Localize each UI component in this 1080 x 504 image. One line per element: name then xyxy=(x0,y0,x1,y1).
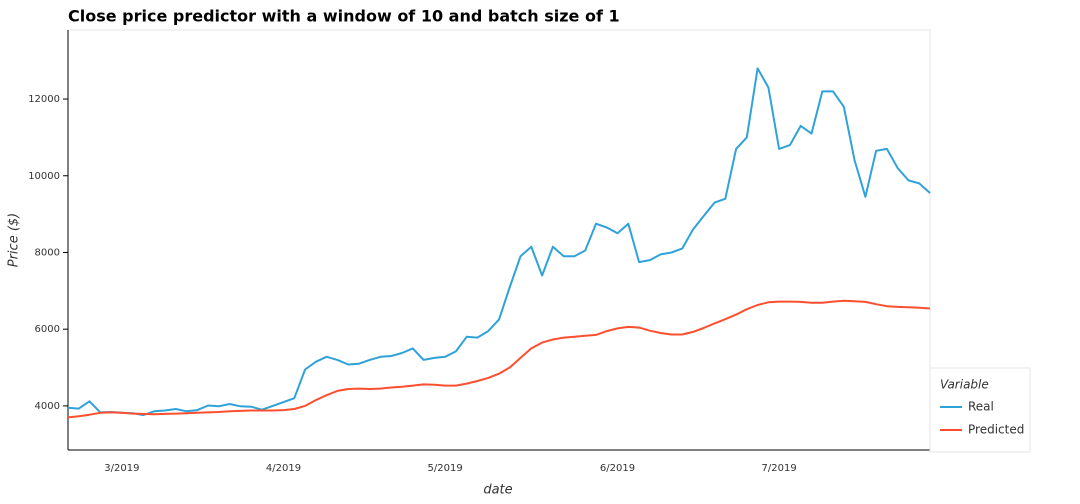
series-line xyxy=(67,67,931,417)
x-tick-label: 5/2019 xyxy=(428,463,463,474)
x-tick-label: 6/2019 xyxy=(600,463,635,474)
y-tick-label: 8000 xyxy=(35,247,60,258)
y-tick-label: 10000 xyxy=(28,171,60,182)
legend-label: Real xyxy=(968,400,994,414)
y-tick-label: 6000 xyxy=(35,324,60,335)
legend-title: Variable xyxy=(940,378,989,392)
x-tick-label: 7/2019 xyxy=(762,463,797,474)
x-tick-label: 3/2019 xyxy=(104,463,139,474)
x-axis-label: date xyxy=(483,483,512,498)
legend-box xyxy=(929,367,1031,453)
x-tick-label: 4/2019 xyxy=(266,463,301,474)
y-tick-label: 4000 xyxy=(35,401,60,412)
legend-label: Predicted xyxy=(968,423,1024,437)
chart-title: Close price predictor with a window of 1… xyxy=(68,7,620,26)
plot-frame xyxy=(67,29,931,451)
y-axis-label: Price ($) xyxy=(7,213,22,268)
series-line xyxy=(67,299,931,419)
y-tick-label: 12000 xyxy=(28,94,60,105)
